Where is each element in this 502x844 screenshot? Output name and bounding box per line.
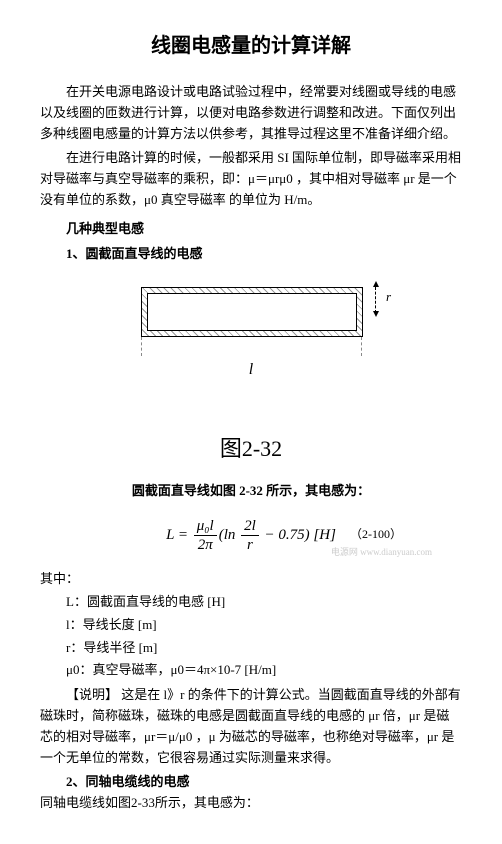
formula-number: （2-100）	[350, 525, 402, 544]
formula-row: L = μ₀l2π(ln 2lr − 0.75) [H] （2-100） 电源网…	[40, 517, 462, 554]
def-r: r：导线半径 [m]	[40, 638, 462, 659]
figure-caption: 图2-32	[40, 431, 462, 466]
def-L: L：圆截面直导线的电感 [H]	[40, 592, 462, 613]
watermark: 电源网 www.dianyuan.com	[331, 545, 432, 559]
def-mu0: μ0：真空导磁率，μ0＝4π×10-7 [H/m]	[40, 660, 462, 681]
figure-2-32: r l	[40, 279, 462, 416]
dimension-r-label: r	[386, 287, 391, 308]
formula-frac1-den: 2π	[194, 536, 217, 554]
def-l: l：导线长度 [m]	[40, 615, 462, 636]
intro-paragraph-2: 在进行电路计算的时候，一般都采用 SI 国际单位制，即导磁率采用相对导磁率与真空…	[40, 148, 462, 210]
formula-frac2-num: 2l	[241, 517, 259, 536]
where-label: 其中：	[40, 569, 462, 590]
subsection-heading-2: 2、同轴电缆线的电感	[40, 772, 462, 793]
intro-paragraph-1: 在开关电源电路设计或电路试验过程中，经常要对线圈或导线的电感以及线圈的匝数进行计…	[40, 82, 462, 144]
formula-frac2-den: r	[241, 536, 259, 554]
formula-tail: − 0.75) [H]	[261, 527, 336, 543]
section-heading: 几种典型电感	[40, 219, 462, 240]
formula-frac1-num: μ₀l	[194, 517, 217, 536]
dimension-l-label: l	[111, 357, 391, 383]
subsection-heading-1: 1、圆截面直导线的电感	[40, 244, 462, 265]
formula-intro: 圆截面直导线如图 2-32 所示，其电感为：	[40, 481, 462, 502]
formula-eq: =	[174, 527, 192, 543]
note-paragraph: 【说明】 这是在 l》r 的条件下的计算公式。当圆截面直导线的外部有磁珠时，简称…	[40, 685, 462, 768]
page-title: 线圈电感量的计算详解	[40, 30, 462, 62]
formula-ln: (ln	[219, 527, 239, 543]
coax-text: 同轴电缆线如图2-33所示，其电感为：	[40, 793, 462, 814]
formula-L: L	[166, 527, 174, 543]
